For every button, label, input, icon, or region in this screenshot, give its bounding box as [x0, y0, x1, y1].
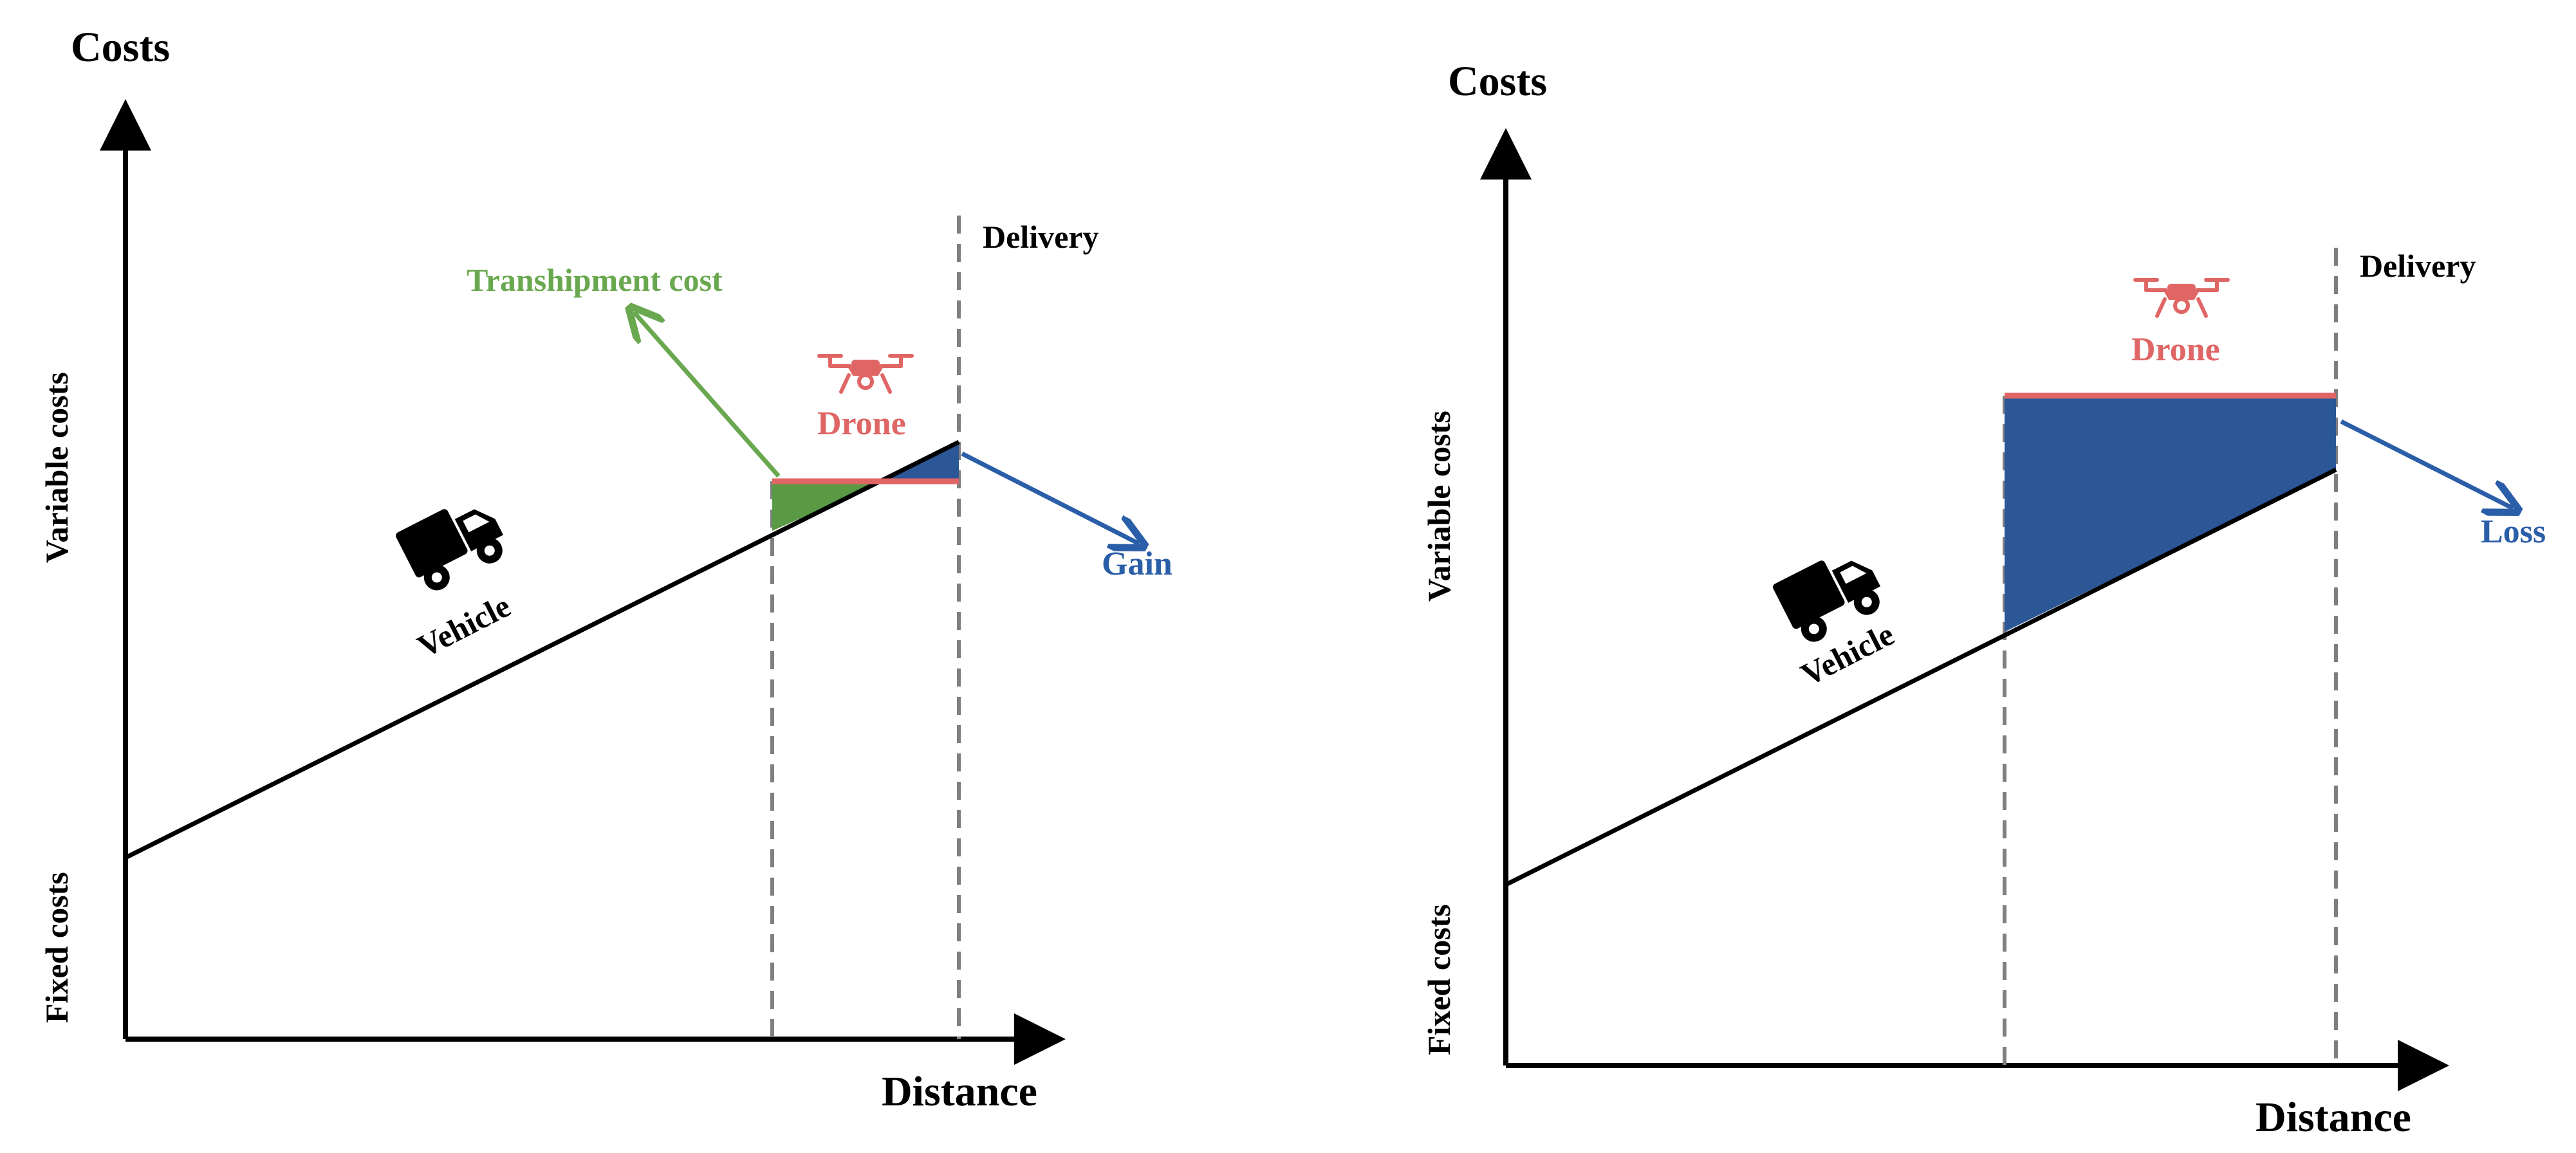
right-fixed-costs-label: Fixed costs — [1421, 904, 1457, 1055]
right-drone-label: Drone — [2131, 331, 2220, 368]
left-gain-arrow — [961, 451, 1139, 544]
left-variable-costs-label: Variable costs — [39, 372, 75, 563]
right-panel: Costs Distance Variable costs Fixed cost… — [1421, 58, 2546, 1141]
left-gain-label: Gain — [1102, 546, 1172, 582]
drone-icon — [2133, 278, 2230, 318]
right-vehicle-cost-line — [1505, 467, 2337, 887]
right-variable-costs-label: Variable costs — [1421, 410, 1457, 602]
truck-icon — [1773, 560, 1881, 642]
left-fixed-costs-label: Fixed costs — [39, 872, 75, 1023]
right-loss-area — [2005, 396, 2336, 632]
drone-icon — [817, 354, 914, 394]
left-panel: Costs Distance Variable costs Fixed cost… — [39, 24, 1172, 1115]
truck-icon — [396, 509, 504, 591]
left-vehicle-label: Vehicle — [412, 587, 516, 665]
left-x-axis-title: Distance — [882, 1068, 1037, 1115]
right-y-axis-title: Costs — [1448, 58, 1547, 105]
left-y-axis-title: Costs — [71, 24, 170, 71]
left-transhipment-arrow — [634, 312, 781, 478]
right-delivery-label: Delivery — [2360, 248, 2476, 284]
left-drone-label: Drone — [817, 405, 906, 442]
left-transhipment-label: Transhipment cost — [467, 262, 723, 298]
right-x-axis-title: Distance — [2256, 1094, 2411, 1141]
left-delivery-label: Delivery — [983, 219, 1098, 255]
right-loss-arrow — [2340, 419, 2513, 508]
right-loss-label: Loss — [2481, 513, 2546, 550]
left-vehicle-cost-line — [124, 439, 960, 860]
